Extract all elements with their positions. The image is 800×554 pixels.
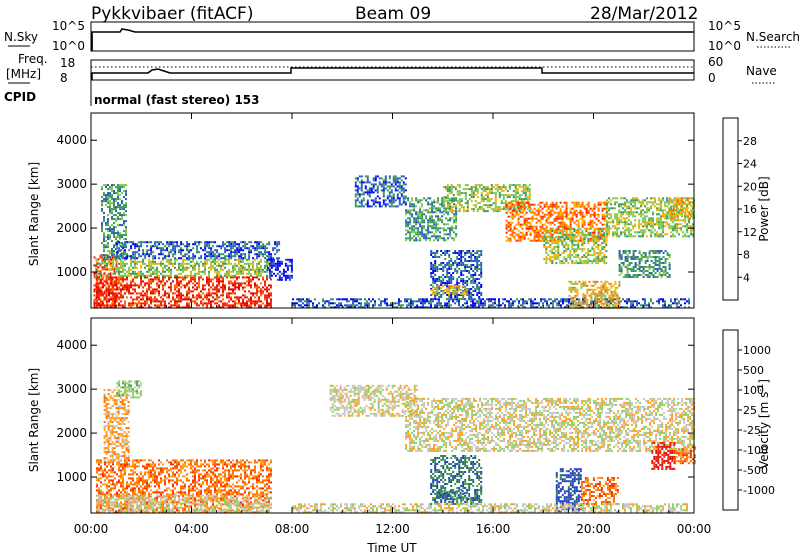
x-tick-label: 16:00	[476, 522, 511, 536]
nsky-panel-frame	[90, 21, 695, 52]
y-tick-label: 1000	[56, 265, 87, 279]
time-x-axis: 00:00 04:00 08:00 12:00 16:00 20:00 00:00	[74, 113, 712, 536]
data-region	[430, 250, 483, 300]
velocity-y-label: Slant Range [km]	[27, 368, 41, 472]
x-tick-label: 20:00	[576, 522, 611, 536]
colorbar-tick-label: 25	[743, 404, 757, 417]
colorbar-tick-label: -25	[743, 424, 761, 437]
y-tick-label: 2000	[56, 221, 87, 235]
nsearch-label: N.Search	[746, 30, 800, 44]
velocity-y-axis: 1000 2000 3000 4000	[56, 338, 694, 484]
colorbar-tick-label: 12	[743, 226, 757, 239]
nave-right-tick-bottom: 0	[708, 71, 716, 85]
velocity-colorbar-label-end: ]	[757, 379, 771, 384]
colorbar-tick-label: 16	[743, 203, 757, 216]
power-y-axis: 1000 2000 3000 4000	[56, 133, 694, 279]
colorbar-tick-label: 4	[743, 271, 750, 284]
power-colorbar-label: Power [dB]	[757, 176, 771, 241]
y-tick-label: 4000	[56, 338, 87, 352]
freq-left-tick-bottom: 8	[60, 71, 68, 85]
colorbar-tick-label: -500	[743, 464, 768, 477]
power-y-label: Slant Range [km]	[27, 162, 41, 266]
data-region	[96, 258, 272, 277]
data-region	[437, 490, 470, 501]
nsky-trace	[91, 28, 694, 50]
colorbar-frame	[722, 329, 739, 511]
data-region	[101, 184, 127, 261]
velocity-colorbar-label: Velocity [m s-1]	[756, 379, 771, 469]
x-tick-label: 12:00	[375, 522, 410, 536]
data-region	[96, 494, 272, 513]
data-region	[430, 455, 483, 505]
data-region	[116, 380, 143, 399]
y-tick-label: 1000	[56, 470, 87, 484]
station-title: Pykkvibaer (fitACF)	[91, 4, 253, 24]
nsky-left-tick-bottom: 10^0	[52, 39, 85, 53]
colorbar-tick-label: -1000	[743, 484, 775, 497]
data-region	[618, 250, 671, 278]
velocity-heatmap	[96, 380, 696, 514]
data-region	[651, 441, 676, 470]
velocity-colorbar-label-exp: -1	[756, 384, 765, 392]
velocity-colorbar: 1000 500 100 25 -25 -100 -500 -1000	[722, 329, 775, 511]
data-region	[430, 285, 469, 296]
data-region	[543, 228, 608, 265]
freq-trace	[91, 67, 694, 80]
y-tick-label: 3000	[56, 177, 87, 191]
colorbar-tick-label: 28	[743, 135, 757, 148]
power-heatmap	[93, 175, 695, 309]
nsky-right-tick-top: 10^5	[708, 19, 741, 33]
colorbar-tick-label: 20	[743, 180, 757, 193]
date-title: 28/Mar/2012	[590, 4, 698, 24]
data-region	[329, 384, 418, 417]
freq-label: Freq.	[18, 52, 48, 66]
y-tick-label: 2000	[56, 426, 87, 440]
freq-left-tick-top: 18	[60, 56, 75, 70]
x-tick-label: 08:00	[275, 522, 310, 536]
nave-label: Nave	[746, 64, 777, 78]
colorbar-tick-label: 500	[743, 364, 764, 377]
data-region	[442, 184, 531, 213]
nave-right-tick-top: 60	[708, 55, 723, 69]
colorbar-tick-label: -100	[743, 444, 768, 457]
data-region	[568, 280, 621, 309]
cpid-value: normal (fast stereo) 153	[94, 93, 260, 107]
y-tick-label: 3000	[56, 382, 87, 396]
cpid-label: CPID	[4, 90, 36, 104]
data-region	[96, 276, 272, 309]
x-axis-label: Time UT	[366, 541, 417, 554]
data-region	[668, 197, 695, 220]
colorbar-tick-label: 1000	[743, 344, 771, 357]
colorbar-frame	[722, 117, 739, 301]
data-region	[580, 477, 619, 505]
y-tick-label: 4000	[56, 133, 87, 147]
colorbar-tick-label: 24	[743, 158, 757, 171]
freq-panel-frame	[90, 59, 695, 81]
nsky-label: N.Sky	[4, 30, 38, 44]
x-tick-label: 04:00	[174, 522, 209, 536]
nsky-left-tick-top: 10^5	[52, 19, 85, 33]
x-tick-label: 00:00	[74, 522, 109, 536]
data-region	[103, 389, 130, 462]
velocity-colorbar-label-main: Velocity [m s	[757, 392, 771, 469]
data-region	[266, 258, 293, 281]
data-region	[116, 241, 281, 260]
power-colorbar: 28 24 20 16 12 8 4	[722, 117, 757, 301]
data-region	[292, 298, 690, 309]
colorbar-tick-label: 8	[743, 249, 750, 262]
data-region	[292, 503, 688, 514]
nsky-right-tick-bottom: 10^0	[708, 39, 741, 53]
beam-title: Beam 09	[355, 4, 431, 24]
data-region	[673, 446, 696, 465]
freq-unit-label: [MHz]	[6, 67, 41, 81]
data-region	[354, 175, 407, 208]
colorbar-tick-label: 100	[743, 384, 764, 397]
x-tick-label: 00:00	[677, 522, 712, 536]
